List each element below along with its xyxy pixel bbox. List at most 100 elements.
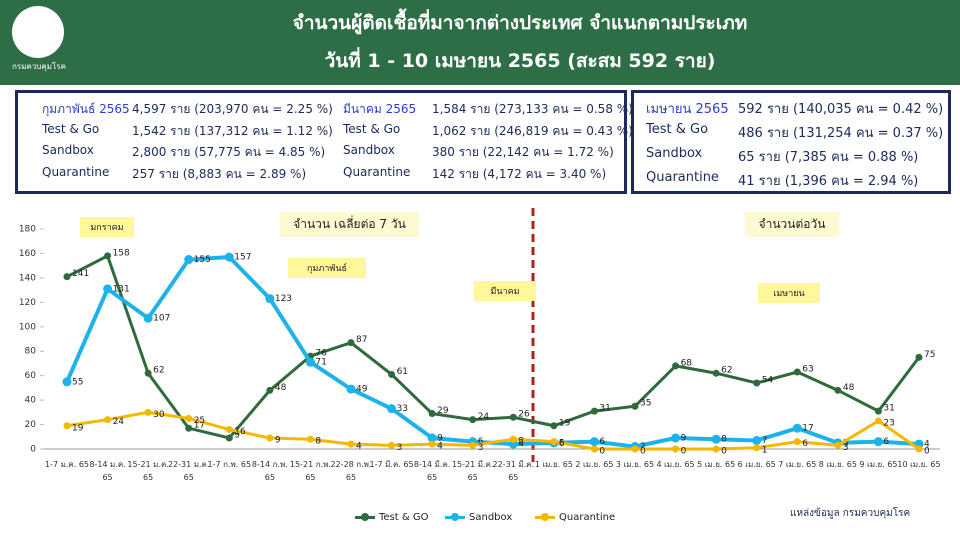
x-tick-label: 9 เม.ย. 65 bbox=[859, 460, 898, 469]
point bbox=[509, 435, 517, 443]
point bbox=[590, 407, 598, 415]
x-tick-label: 15-21 ก.พ. 65 bbox=[289, 460, 331, 482]
summary-box bbox=[15, 90, 627, 194]
summary-value: 1,584 ราย (273,133 คน = 0.58 %) bbox=[432, 102, 633, 116]
value-label: 6 bbox=[599, 437, 605, 447]
value-label: 31 bbox=[599, 404, 610, 414]
value-label: 31 bbox=[883, 404, 894, 414]
x-tick-label: 4 เม.ย. 65 bbox=[656, 460, 695, 469]
point bbox=[347, 339, 355, 347]
value-label: 19 bbox=[559, 418, 571, 428]
value-label: 4 bbox=[518, 440, 524, 450]
point bbox=[306, 435, 314, 443]
value-label: 6 bbox=[478, 437, 484, 447]
subtitle: วันที่ 1 - 10 เมษายน 2565 (สะสม 592 ราย) bbox=[324, 50, 716, 72]
point bbox=[428, 440, 436, 448]
y-tick-label: 180 bbox=[19, 225, 36, 235]
point bbox=[185, 414, 193, 422]
x-tick-label: 1-7 ม.ค. 65 bbox=[44, 460, 90, 469]
point bbox=[671, 433, 681, 443]
point bbox=[589, 437, 599, 447]
summary-box bbox=[631, 90, 951, 194]
point bbox=[631, 402, 639, 410]
x-tick-label: 22-31 มี.ค. 65 bbox=[492, 460, 535, 482]
value-label: 30 bbox=[153, 410, 165, 420]
value-label: 3 bbox=[478, 443, 484, 453]
point bbox=[104, 252, 112, 260]
y-tick-label: 100 bbox=[19, 322, 36, 332]
value-label: 158 bbox=[113, 248, 130, 258]
y-tick-label: 160 bbox=[19, 249, 36, 259]
value-label: 63 bbox=[802, 365, 813, 375]
point bbox=[753, 379, 761, 387]
value-label: 35 bbox=[640, 399, 651, 409]
summary-label: มีนาคม 2565 bbox=[343, 102, 417, 116]
value-label: 6 bbox=[883, 437, 889, 447]
value-label: 33 bbox=[397, 404, 408, 414]
point bbox=[915, 353, 923, 361]
header: กรมควบคุมโรค จำนวนผู้ติดเชื้อที่มาจากต่า… bbox=[0, 0, 960, 85]
value-label: 24 bbox=[113, 417, 125, 427]
summary-value: 1,542 ราย (137,312 คน = 1.12 %) bbox=[132, 124, 333, 138]
value-label: 0 bbox=[681, 447, 687, 457]
value-label: 19 bbox=[72, 423, 84, 433]
legend-label: Sandbox bbox=[469, 512, 513, 523]
summary-value: 142 ราย (4,172 คน = 3.40 %) bbox=[432, 167, 607, 181]
value-label: 62 bbox=[721, 366, 732, 376]
summary-label: Sandbox bbox=[646, 146, 703, 161]
point bbox=[590, 445, 598, 453]
value-label: 7 bbox=[762, 436, 768, 446]
series-line bbox=[66, 410, 920, 451]
value-label: 123 bbox=[275, 294, 292, 304]
legend-label: Quarantine bbox=[559, 512, 616, 523]
point bbox=[427, 433, 437, 443]
point bbox=[712, 369, 720, 377]
point bbox=[631, 445, 639, 453]
annotation: เมษายน bbox=[758, 283, 820, 303]
legend-swatch bbox=[355, 513, 375, 521]
value-label: 0 bbox=[924, 447, 930, 457]
point bbox=[873, 437, 883, 447]
x-tick-label: 7 เม.ย. 65 bbox=[778, 460, 817, 469]
x-tick-label: 8-14 ก.พ. 65 bbox=[251, 460, 288, 482]
point bbox=[874, 417, 882, 425]
x-tick-label: 1-7 ก.พ. 65 bbox=[207, 460, 252, 469]
summary-label: Quarantine bbox=[646, 170, 719, 185]
value-label: 3 bbox=[843, 443, 849, 453]
legend-item: Sandbox bbox=[445, 512, 512, 523]
x-tick-label: 2 เม.ย. 65 bbox=[575, 460, 614, 469]
point bbox=[388, 370, 396, 378]
legend-dot bbox=[361, 513, 369, 521]
value-label: 17 bbox=[802, 424, 813, 434]
value-label: 9 bbox=[234, 431, 240, 441]
point bbox=[305, 357, 315, 367]
title: จำนวนผู้ติดเชื้อที่มาจากต่างประเทศ จำแนก… bbox=[292, 12, 748, 34]
legend-swatch bbox=[535, 513, 555, 521]
value-label: 54 bbox=[762, 376, 774, 386]
summary-label: Test & Go bbox=[646, 122, 709, 137]
y-tick-label: 0 bbox=[30, 445, 36, 455]
logo bbox=[12, 6, 64, 58]
summary-label: เมษายน 2565 bbox=[646, 102, 729, 117]
value-label: 6 bbox=[802, 439, 808, 449]
logo-text: กรมควบคุมโรค bbox=[12, 62, 66, 71]
value-label: 87 bbox=[356, 335, 367, 345]
point bbox=[266, 434, 274, 442]
value-label: 62 bbox=[153, 366, 164, 376]
legend-label: Test & GO bbox=[379, 512, 429, 523]
point bbox=[792, 423, 802, 433]
value-label: 5 bbox=[843, 438, 849, 448]
value-label: 16 bbox=[234, 427, 246, 437]
summary-label: Quarantine bbox=[42, 165, 110, 179]
value-label: 71 bbox=[315, 358, 326, 368]
x-tick-label: 22-31 ม.ค. 65 bbox=[167, 460, 210, 482]
point bbox=[550, 422, 558, 430]
summary-label: Test & Go bbox=[343, 122, 401, 136]
value-label: 75 bbox=[924, 350, 935, 360]
value-label: 23 bbox=[883, 418, 894, 428]
value-label: 26 bbox=[518, 410, 530, 420]
point bbox=[144, 369, 152, 377]
point bbox=[550, 438, 558, 446]
point bbox=[225, 425, 233, 433]
point bbox=[711, 434, 721, 444]
